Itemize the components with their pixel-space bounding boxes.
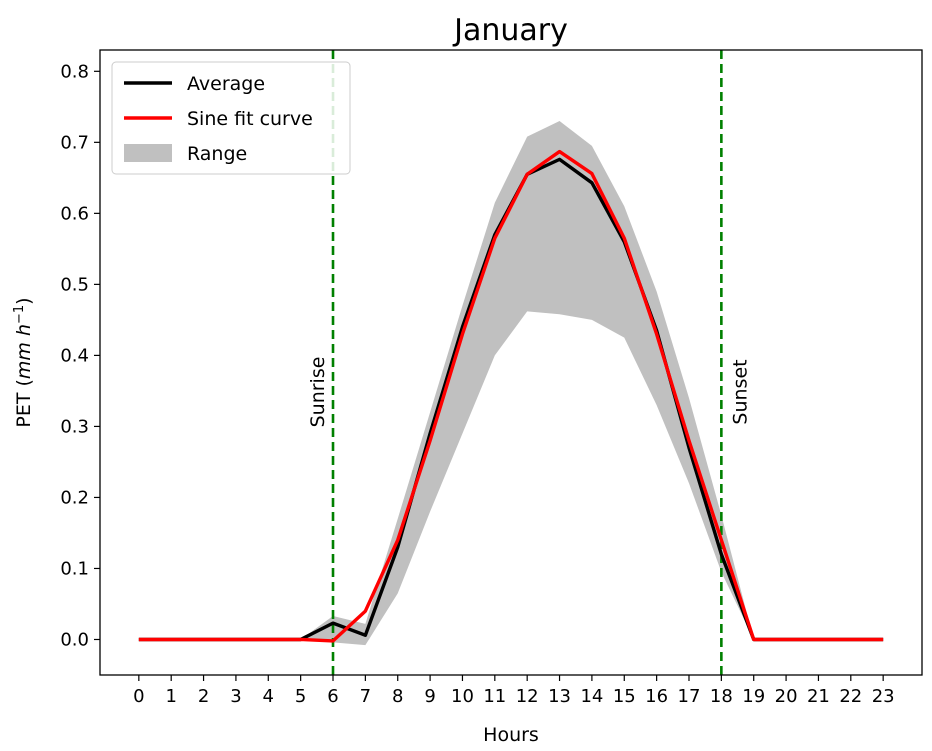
legend-label-range: Range	[187, 143, 247, 165]
vline-label-sunset: Sunset	[729, 359, 751, 424]
series-sine-fit-curve	[138, 149, 884, 643]
vline-label-sunrise: Sunrise	[307, 357, 329, 428]
y-axis-label: PET (mm h−1)	[12, 297, 35, 427]
x-tick-label: 18	[710, 686, 733, 707]
y-axis-label-text: PET (	[13, 379, 35, 428]
y-tick-label: 0.3	[60, 416, 89, 437]
y-tick-label: 0.1	[60, 558, 89, 579]
x-tick-label: 4	[263, 686, 274, 707]
y-tick-label: 0.5	[60, 274, 89, 295]
x-tick-label: 19	[742, 686, 765, 707]
x-tick-label: 12	[516, 686, 539, 707]
series-layer	[138, 149, 884, 643]
x-tick-label: 0	[133, 686, 144, 707]
y-axis-label-unit: mm h	[13, 324, 35, 379]
plot-frame	[99, 49, 923, 676]
y-tick-label: 0.2	[60, 487, 89, 508]
y-axis-label-exp: −1	[12, 305, 27, 324]
y-tick-label: 0.7	[60, 132, 89, 153]
y-axis-label-close: )	[13, 297, 35, 304]
x-tick-label: 2	[198, 686, 209, 707]
y-tick-label: 0.0	[60, 629, 89, 650]
legend-swatch-range	[124, 144, 172, 162]
chart-title: January	[452, 13, 568, 48]
x-tick-label: 16	[645, 686, 668, 707]
legend-label-sine-fit-curve: Sine fit curve	[187, 108, 313, 130]
y-tick-label: 0.4	[60, 345, 89, 366]
x-tick-label: 17	[678, 686, 701, 707]
legend-label-average: Average	[187, 73, 265, 95]
y-tick-label: 0.8	[60, 61, 89, 82]
x-tick-label: 13	[548, 686, 571, 707]
x-tick-label: 3	[230, 686, 241, 707]
x-tick-label: 11	[483, 686, 506, 707]
x-tick-label: 6	[327, 686, 338, 707]
y-tick-label: 0.6	[60, 203, 89, 224]
x-tick-label: 5	[295, 686, 306, 707]
x-tick-label: 23	[872, 686, 895, 707]
x-tick-label: 1	[165, 686, 176, 707]
x-axis: 0 1 2 3 4 5 6 7 8 9 10 11 12 13 14 15 16 17 18 19 20 21 22 23	[133, 675, 895, 707]
range-band	[300, 121, 754, 646]
y-axis: 0.0 0.1 0.2 0.3 0.4 0.5 0.6 0.7 0.8	[60, 61, 100, 650]
x-axis-label: Hours	[483, 724, 539, 746]
x-tick-label: 8	[392, 686, 403, 707]
x-tick-label: 15	[613, 686, 636, 707]
x-tick-label: 9	[424, 686, 435, 707]
x-tick-label: 7	[360, 686, 371, 707]
x-tick-label: 14	[580, 686, 603, 707]
vline-layer: Sunrise Sunset	[307, 50, 751, 675]
x-tick-label: 22	[839, 686, 862, 707]
x-tick-label: 20	[775, 686, 798, 707]
range-layer	[300, 121, 754, 646]
x-tick-label: 10	[451, 686, 474, 707]
x-tick-label: 21	[807, 686, 830, 707]
legend: Average Sine fit curve Range	[111, 61, 351, 175]
